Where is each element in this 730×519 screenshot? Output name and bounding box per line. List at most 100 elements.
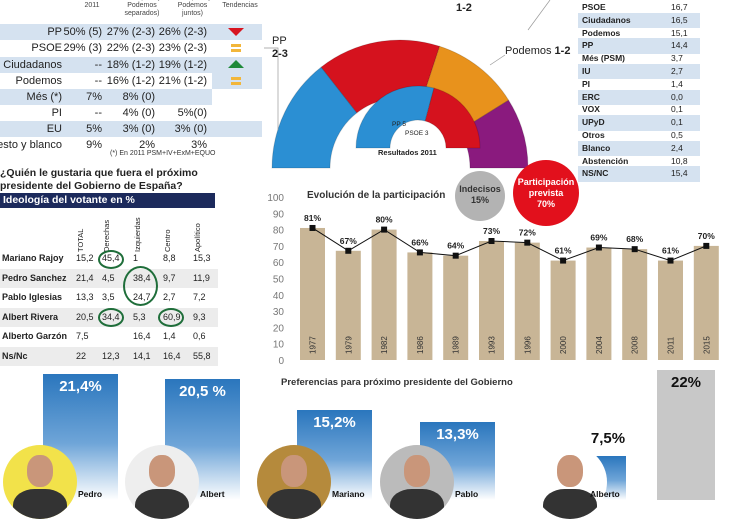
data-label: 61% xyxy=(662,246,679,256)
vote-row: Otros 0,5 xyxy=(578,128,700,143)
data-label: 68% xyxy=(626,234,643,244)
data-point xyxy=(667,257,674,264)
data-point xyxy=(416,249,423,256)
party-value: 1,4 xyxy=(671,78,683,89)
pref-value: 22% xyxy=(670,374,702,392)
podemos-seats: 1-2 xyxy=(554,45,571,57)
candidate-label: Alberto xyxy=(590,489,620,499)
participation-label-2: prevista xyxy=(528,188,564,198)
bar-1979 xyxy=(335,250,361,360)
y-tick-label: 0 xyxy=(278,356,284,367)
seats-row: Resto y blanco 9% 2% 3% xyxy=(0,137,262,153)
podemos-name: Podemos xyxy=(505,45,552,57)
trend-up-icon xyxy=(228,60,244,68)
person-body-icon xyxy=(13,489,67,519)
ideology-row: Ns/Nc 22 12,3 14,1 16,4 55,8 xyxy=(0,346,218,366)
candidate-label: Mariano xyxy=(332,489,365,499)
cell-value: 22 xyxy=(76,350,87,361)
party-value: 14,4 xyxy=(671,40,688,51)
data-point xyxy=(309,224,316,231)
y-tick-label: 30 xyxy=(273,307,285,318)
seats-row: PI -- 4% (0) 5%(0) xyxy=(0,105,262,121)
data-point xyxy=(631,246,638,253)
vote-row: PP 14,4 xyxy=(578,38,700,54)
bar-2008 xyxy=(622,249,648,360)
data-point xyxy=(488,238,495,245)
candidate-name: Pedro Sanchez xyxy=(2,272,67,283)
bar-1982 xyxy=(371,229,397,360)
bar-1977 xyxy=(300,227,325,360)
x-tick-label: 1979 xyxy=(344,336,353,354)
cell-value: 8,8 xyxy=(163,253,176,263)
party-name: Blanco xyxy=(582,142,611,153)
cell-value: 9,3 xyxy=(193,311,206,322)
bar-1989 xyxy=(443,255,469,360)
person-body-icon xyxy=(543,489,597,519)
cell-value: 16,4 xyxy=(163,350,181,361)
col-header: Apolítico xyxy=(193,223,202,252)
pref-value: 20,5 % xyxy=(179,383,226,401)
y-tick-label: 10 xyxy=(273,340,285,351)
cell-y2011: 29% (3) xyxy=(63,42,102,54)
col-2015-separados: 2015 (Més y Podemos separados) xyxy=(123,0,162,17)
cell-value: 4,5 xyxy=(102,272,115,283)
cell-value: 20,5 xyxy=(76,311,94,322)
bar-1986 xyxy=(407,252,433,360)
data-point xyxy=(345,247,352,254)
x-tick-label: 2011 xyxy=(667,336,676,354)
x-tick-label: 2004 xyxy=(595,336,604,354)
data-label: 72% xyxy=(519,228,536,238)
question-title: ¿Quién le gustaria que fuera el próximo … xyxy=(0,167,198,192)
candidate-name: Albert Rivera xyxy=(2,311,59,322)
cell-value: 3,5 xyxy=(102,292,115,302)
cell-value: 9,7 xyxy=(163,272,176,283)
party-name: Abstención xyxy=(582,155,629,166)
data-point xyxy=(595,244,602,251)
vote-row: NS/NC 15,4 xyxy=(578,166,700,182)
candidate-label: Pablo xyxy=(455,489,479,499)
cell-jun: 3% xyxy=(191,139,207,151)
chart-title: Evolución de la participación xyxy=(307,190,445,201)
data-point xyxy=(703,242,710,249)
party-name: ERC xyxy=(582,91,600,102)
highlight-circle xyxy=(158,308,184,327)
pp-name: PP xyxy=(272,35,287,47)
cell-party: EU xyxy=(46,123,62,135)
x-tick-label: 1982 xyxy=(380,336,389,354)
footnote: (*) En 2011 PSM+IV+ExM+EQUO xyxy=(110,150,216,157)
vote-row: Més (PSM) 3,7 xyxy=(578,51,700,66)
arc-pp xyxy=(271,66,358,169)
party-value: 10,8 xyxy=(671,155,688,166)
col-2015-juntos: 2015 (Més y Podemos juntos) xyxy=(173,0,212,17)
hemicycle-chart xyxy=(264,0,551,169)
cell-value: 1,4 xyxy=(163,331,176,341)
pref-value: 15,2% xyxy=(313,414,356,432)
candidate-photo xyxy=(533,445,607,519)
cell-value: 13,3 xyxy=(76,292,94,302)
col-tendencias: Tendencias xyxy=(222,2,258,9)
person-body-icon xyxy=(135,489,189,519)
results-2011-title: Resultados 2011 xyxy=(378,148,437,157)
party-value: 2,4 xyxy=(671,142,683,153)
cell-value: 5,3 xyxy=(133,311,146,322)
data-label: 73% xyxy=(483,226,500,236)
cell-value: 15,2 xyxy=(76,253,94,263)
bar-2015 xyxy=(693,245,719,360)
data-point xyxy=(381,226,388,233)
pref-value: 13,3% xyxy=(436,425,479,443)
party-value: 16,5 xyxy=(671,14,688,25)
cell-y2011: 50% (5) xyxy=(63,26,102,38)
vote-row: Abstención 10,8 xyxy=(578,154,700,169)
cell-sep: 4% (0) xyxy=(122,107,155,119)
cell-sep: 2% xyxy=(139,139,155,151)
data-label: 69% xyxy=(590,233,607,243)
vote-row: PSOE 16,7 xyxy=(578,0,700,15)
cell-value: 2,7 xyxy=(163,292,176,302)
participation-value: 70% xyxy=(536,199,555,209)
cell-jun: 19% (1-2) xyxy=(158,59,207,71)
cell-party: PP xyxy=(47,26,62,38)
arc-pp-2011 xyxy=(355,85,435,149)
party-name: Otros xyxy=(582,130,605,140)
data-label: 64% xyxy=(447,241,464,251)
candidate-photo xyxy=(125,445,199,519)
